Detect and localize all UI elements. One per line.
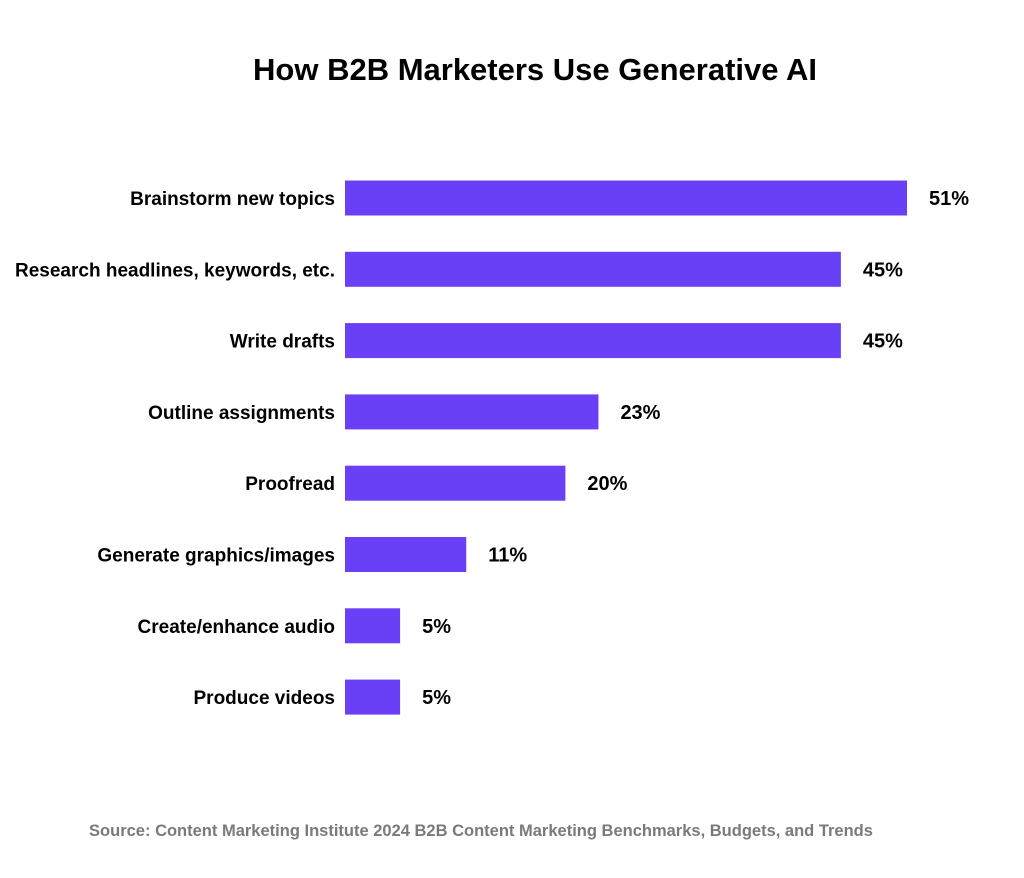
data-label: 20%	[587, 473, 627, 495]
bar	[345, 251, 841, 287]
data-label: 5%	[422, 616, 451, 638]
category-label: Research headlines, keywords, etc.	[15, 260, 335, 281]
data-label: 45%	[863, 331, 903, 353]
bar	[345, 323, 841, 359]
data-label: 11%	[488, 545, 527, 567]
source-note: Source: Content Marketing Institute 2024…	[89, 822, 873, 840]
data-label: 45%	[863, 259, 903, 281]
category-label: Proofread	[245, 474, 335, 495]
category-label: Generate graphics/images	[97, 546, 335, 567]
bar	[345, 537, 467, 572]
data-label: 23%	[620, 402, 660, 424]
category-label: Brainstorm new topics	[130, 189, 335, 210]
bar	[345, 608, 401, 644]
data-label: 51%	[929, 188, 969, 210]
bar	[345, 679, 401, 715]
category-label: Outline assignments	[148, 403, 335, 424]
bar	[345, 180, 907, 216]
bar	[345, 465, 566, 501]
data-label: 5%	[422, 687, 451, 709]
category-label: Produce videos	[194, 688, 336, 709]
chart-title: How B2B Marketers Use Generative AI	[253, 52, 817, 87]
category-label: Write drafts	[230, 332, 335, 353]
bar	[345, 394, 599, 430]
category-label: Create/enhance audio	[138, 617, 335, 638]
